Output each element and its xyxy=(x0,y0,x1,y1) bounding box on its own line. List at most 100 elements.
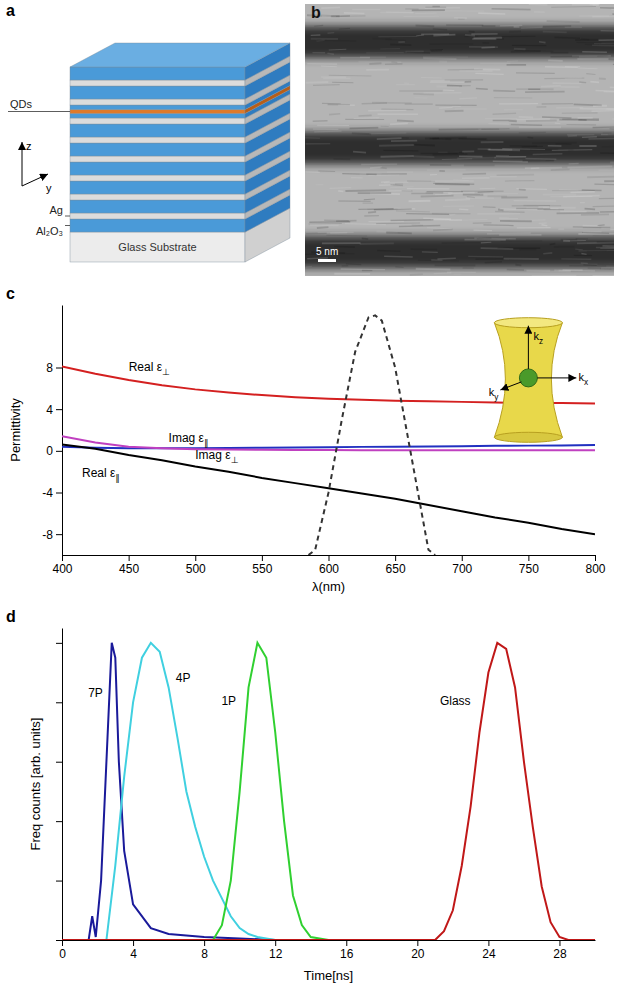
tem-texture xyxy=(592,44,614,46)
tem-texture xyxy=(592,16,614,18)
tem-texture xyxy=(512,45,546,47)
al2o3-layer xyxy=(70,143,245,156)
tem-texture xyxy=(471,33,497,35)
tem-texture xyxy=(366,69,389,71)
tem-texture xyxy=(601,267,614,270)
tick-label: 400 xyxy=(52,562,72,576)
tem-texture xyxy=(495,211,524,213)
tem-texture xyxy=(598,224,605,226)
tem-texture xyxy=(413,144,435,147)
tem-texture xyxy=(341,268,385,270)
tem-texture xyxy=(462,150,474,152)
tem-texture xyxy=(367,208,397,210)
tick xyxy=(56,702,62,703)
tem-texture xyxy=(556,107,583,109)
tick xyxy=(56,940,62,941)
tem-texture xyxy=(531,167,540,169)
tem-texture xyxy=(559,119,599,121)
tem-texture xyxy=(412,9,445,11)
tem-texture xyxy=(551,52,569,54)
tick: 750 xyxy=(519,555,539,576)
tem-texture xyxy=(353,151,366,154)
tem-texture xyxy=(590,81,599,83)
tem-texture xyxy=(396,84,415,85)
tem-texture xyxy=(582,136,597,138)
tem-texture xyxy=(369,133,406,135)
tem-texture xyxy=(576,238,588,240)
tem-texture xyxy=(596,247,614,249)
tick-mark xyxy=(204,940,205,946)
series-label-sub: ⊥ xyxy=(231,455,239,465)
tem-texture xyxy=(544,77,584,79)
tem-texture xyxy=(579,250,614,252)
tem-texture xyxy=(580,202,585,203)
tem-texture xyxy=(552,190,595,191)
tem-texture xyxy=(321,65,337,67)
tick: 24 xyxy=(482,940,496,961)
tem-texture xyxy=(561,258,591,260)
tem-texture xyxy=(313,120,328,122)
tem-texture xyxy=(483,224,513,226)
tem-texture xyxy=(433,183,474,185)
tem-texture xyxy=(462,177,490,179)
tem-texture xyxy=(464,36,478,38)
ag-layer xyxy=(70,175,245,181)
tick-mark xyxy=(559,940,560,946)
axis-arrow xyxy=(22,142,23,186)
tem-texture xyxy=(610,228,614,230)
series-label-main: Imag ε xyxy=(195,448,231,462)
tem-texture xyxy=(543,252,552,255)
tick: 0 xyxy=(46,444,62,458)
series-line xyxy=(309,315,436,555)
tem-texture xyxy=(532,275,577,276)
tem-texture xyxy=(421,77,442,79)
k-arrow xyxy=(500,382,521,390)
tem-texture xyxy=(504,258,539,260)
tem-texture xyxy=(439,107,452,109)
tem-texture xyxy=(338,200,370,201)
tem-texture xyxy=(593,126,614,128)
tick: 500 xyxy=(186,555,206,576)
tem-texture xyxy=(541,85,561,88)
tem-texture xyxy=(350,127,379,130)
axis-arrow xyxy=(22,174,48,186)
tem-texture xyxy=(411,248,437,250)
tem-texture xyxy=(610,87,614,89)
tem-texture xyxy=(580,108,614,111)
tem-texture xyxy=(612,118,614,120)
axis-line xyxy=(62,306,63,556)
tick-label: 450 xyxy=(119,562,139,576)
tem-band xyxy=(305,26,614,58)
tem-texture xyxy=(433,153,468,156)
tem-texture xyxy=(477,213,520,214)
tem-texture xyxy=(384,255,413,257)
layer-label: Ag xyxy=(50,204,63,216)
tem-texture xyxy=(313,129,338,130)
tem-texture xyxy=(599,77,606,80)
tem-texture xyxy=(334,158,351,160)
y-axis: -8-4048 xyxy=(42,306,62,556)
tem-texture xyxy=(483,42,490,43)
tem-texture xyxy=(480,193,518,195)
x-axis: 400450500550600650700750800 xyxy=(52,555,605,576)
tem-texture xyxy=(359,115,372,117)
tem-texture xyxy=(519,248,536,250)
tem-texture xyxy=(345,189,386,192)
tick-mark xyxy=(329,555,330,561)
tick: 700 xyxy=(452,555,472,576)
tem-texture xyxy=(366,173,407,175)
tem-texture xyxy=(573,226,611,228)
x-axis-title: Time[ns] xyxy=(304,968,353,983)
tem-texture xyxy=(610,161,614,163)
tem-texture xyxy=(443,205,474,207)
tem-texture xyxy=(398,41,405,43)
tem-texture xyxy=(459,208,468,210)
tem-texture xyxy=(415,13,437,15)
tem-texture xyxy=(577,58,614,60)
tem-texture xyxy=(384,181,409,183)
tick-label: -4 xyxy=(42,486,53,500)
panel-a: aQDsAgAl₂O₃Glass Substratezy xyxy=(6,2,290,262)
tem-texture xyxy=(521,27,542,29)
tem-texture xyxy=(551,168,570,171)
tem-texture xyxy=(402,190,413,192)
